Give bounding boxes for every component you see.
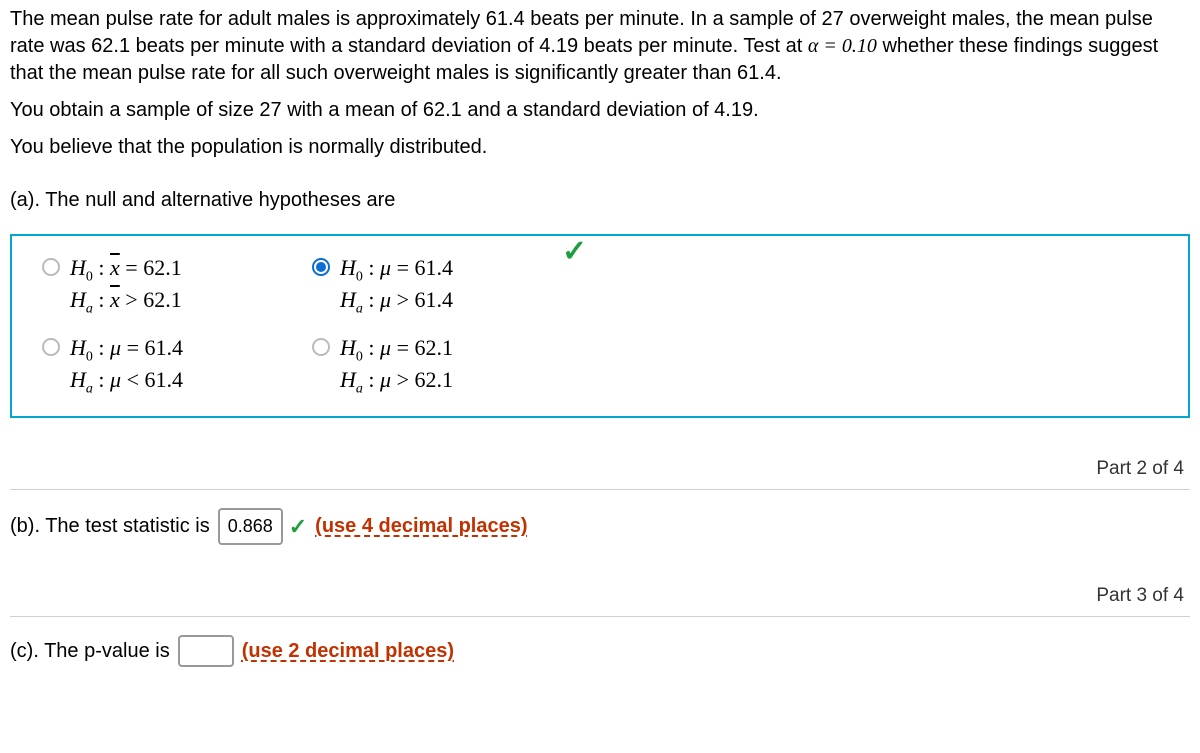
part-2-header: Part 2 of 4 — [10, 448, 1190, 491]
hypothesis-option[interactable]: H0 : μ = 61.4Ha : μ > 61.4 — [312, 254, 602, 318]
hypothesis-text: H0 : x = 62.1Ha : x > 62.1 — [70, 254, 182, 318]
part-a-label: (a). The null and alternative hypotheses… — [10, 187, 1190, 214]
radio-button[interactable] — [42, 258, 60, 276]
answer-correct-icon: ✓ — [289, 512, 307, 542]
decimal-hint-link[interactable]: (use 4 decimal places) — [315, 513, 527, 540]
radio-button[interactable] — [312, 258, 330, 276]
hypothesis-text: H0 : μ = 62.1Ha : μ > 62.1 — [340, 334, 453, 398]
test-statistic-input[interactable]: 0.868 — [218, 508, 283, 544]
problem-paragraph-1: The mean pulse rate for adult males is a… — [10, 6, 1190, 87]
correct-check-icon: ✓ — [562, 232, 587, 273]
problem-paragraph-2: You obtain a sample of size 27 with a me… — [10, 97, 1190, 124]
decimal-hint-link[interactable]: (use 2 decimal places) — [242, 638, 454, 665]
part-c-row: (c). The p-value is (use 2 decimal place… — [10, 635, 1190, 667]
hypothesis-text: H0 : μ = 61.4Ha : μ < 61.4 — [70, 334, 183, 398]
radio-button[interactable] — [42, 338, 60, 356]
part-c-prefix: (c). The p-value is — [10, 638, 170, 665]
hypothesis-options-box: ✓ H0 : x = 62.1Ha : x > 62.1 H0 : μ = 61.… — [10, 234, 1190, 418]
part-b-row: (b). The test statistic is 0.868 ✓ (use … — [10, 508, 1190, 544]
radio-button[interactable] — [312, 338, 330, 356]
hypothesis-option[interactable]: H0 : μ = 62.1Ha : μ > 62.1 — [312, 334, 602, 398]
part-b-prefix: (b). The test statistic is — [10, 513, 210, 540]
problem-statement: The mean pulse rate for adult males is a… — [10, 6, 1190, 161]
hypothesis-option[interactable]: H0 : μ = 61.4Ha : μ < 61.4 — [42, 334, 292, 398]
hypothesis-text: H0 : μ = 61.4Ha : μ > 61.4 — [340, 254, 453, 318]
hypothesis-option[interactable]: H0 : x = 62.1Ha : x > 62.1 — [42, 254, 292, 318]
p-value-input[interactable] — [178, 635, 234, 667]
part-3-header: Part 3 of 4 — [10, 575, 1190, 618]
problem-paragraph-3: You believe that the population is norma… — [10, 134, 1190, 161]
